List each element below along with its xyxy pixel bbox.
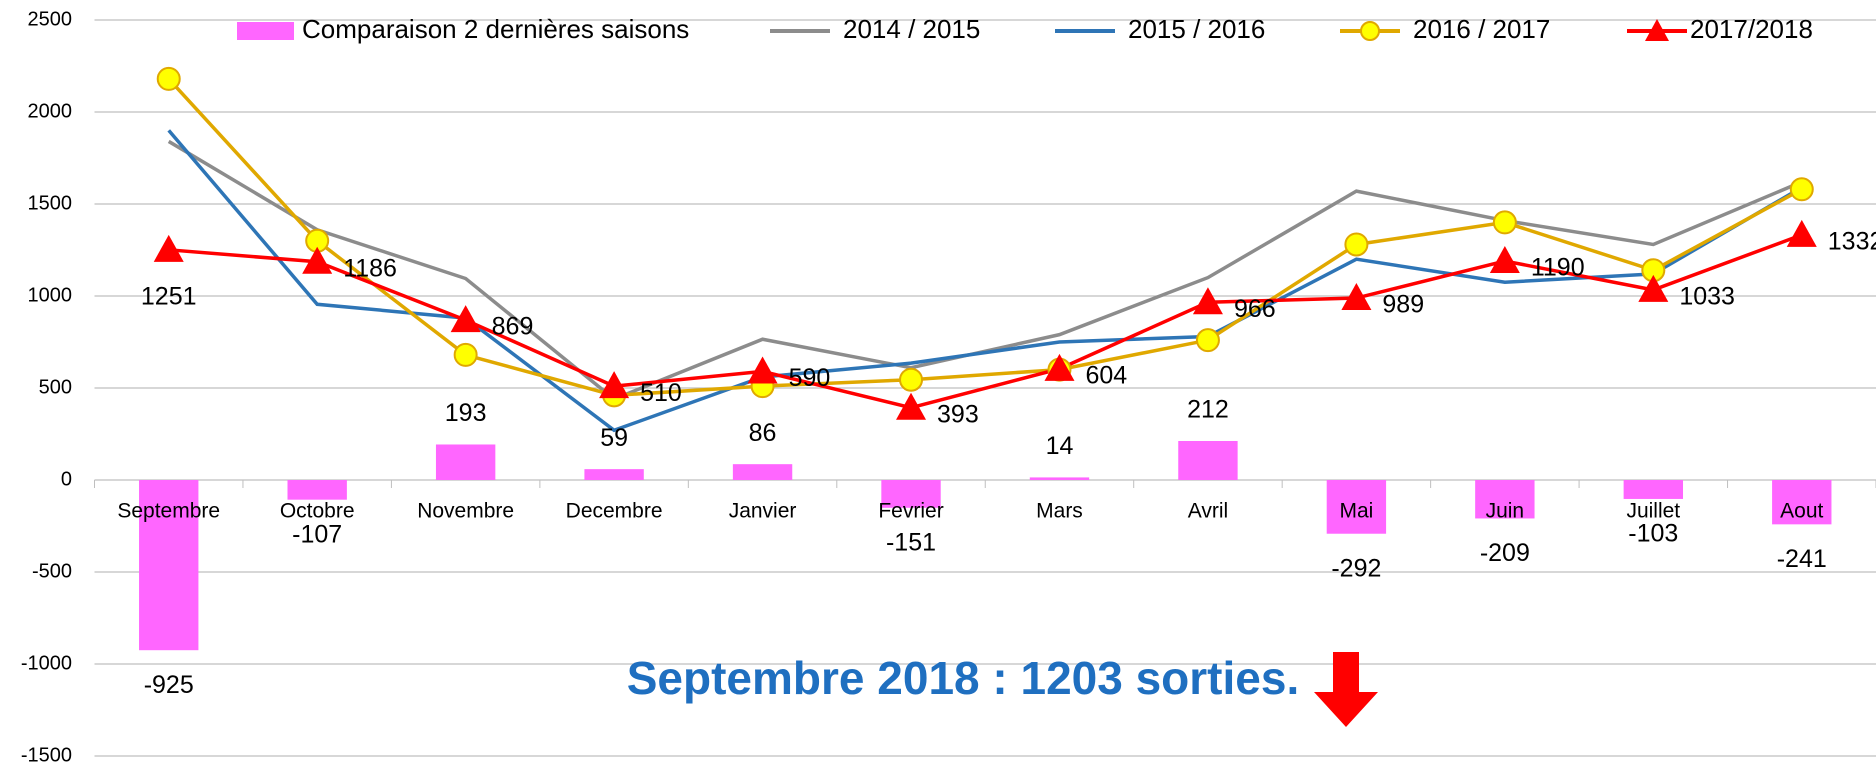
data-label: 966 <box>1234 295 1276 323</box>
data-label: 869 <box>492 313 534 341</box>
y-tick-label: 1500 <box>28 192 73 214</box>
y-tick-label: 2500 <box>28 8 73 30</box>
data-label: 1186 <box>343 254 397 282</box>
y-tick-label: 500 <box>39 376 72 398</box>
bar <box>435 444 496 480</box>
marker <box>450 305 481 333</box>
marker <box>1344 232 1369 257</box>
data-label: 1033 <box>1679 283 1735 311</box>
data-label: 86 <box>749 419 777 447</box>
marker <box>156 66 181 91</box>
y-tick-label: 2000 <box>28 100 73 122</box>
marker <box>1492 210 1517 235</box>
data-label: -103 <box>1628 520 1678 548</box>
data-label: 989 <box>1382 291 1424 319</box>
plot: -1500 -1000 -500 0 500 1000 1500 2000 2500 <box>21 8 1876 766</box>
line <box>167 129 1803 433</box>
marker <box>896 392 927 420</box>
x-tick-label: Novembre <box>417 500 514 523</box>
marker <box>302 246 333 274</box>
data-label: 393 <box>937 400 979 428</box>
line <box>168 233 1803 410</box>
x-tick-label: Avril <box>1188 500 1228 523</box>
x-tick-label: Mai <box>1339 500 1373 523</box>
data-label: 1332 <box>1828 228 1876 256</box>
bar <box>1772 480 1832 525</box>
legend-swatch <box>237 22 294 40</box>
marker <box>1489 246 1520 274</box>
y-tick-label: 1000 <box>28 284 73 306</box>
data-label: -292 <box>1331 554 1381 582</box>
bar <box>287 480 347 500</box>
data-label: 1190 <box>1531 254 1585 282</box>
data-label: -241 <box>1777 545 1827 573</box>
data-label: 14 <box>1046 432 1074 460</box>
marker <box>1195 328 1220 353</box>
data-label: -107 <box>292 520 342 548</box>
marker <box>1638 274 1669 302</box>
data-label: 510 <box>640 379 682 407</box>
bar <box>1623 480 1684 499</box>
marker <box>1192 287 1223 315</box>
bar <box>1326 480 1387 534</box>
x-tick-label: Aout <box>1780 500 1823 523</box>
x-tick-label: Juin <box>1486 500 1525 523</box>
bar <box>584 469 644 480</box>
x-tick-label: Septembre <box>117 500 220 523</box>
data-label: 212 <box>1187 396 1229 424</box>
bar <box>1475 480 1535 519</box>
x-tick-label: Mars <box>1036 500 1083 523</box>
marker <box>1341 283 1372 311</box>
data-label: -209 <box>1480 539 1530 567</box>
legend-marker <box>1645 19 1669 41</box>
marker <box>899 367 924 392</box>
data-label: -151 <box>886 528 936 556</box>
data-label: 604 <box>1085 361 1127 389</box>
legend-label: 2015 / 2016 <box>1128 14 1265 44</box>
legend-marker <box>1360 21 1380 41</box>
overlay: Septembre Octobre Novembre Decembre Janvier F… <box>117 14 1876 699</box>
legend-label: 2017/2018 <box>1690 14 1813 44</box>
bar <box>1178 440 1238 480</box>
data-label: -925 <box>144 671 194 699</box>
marker <box>747 356 778 384</box>
marker <box>1789 177 1814 202</box>
bar <box>1029 477 1090 480</box>
marker <box>453 342 478 367</box>
y-tick-label: -1500 <box>21 744 72 766</box>
data-label: 1251 <box>141 282 197 310</box>
arrow <box>1314 652 1378 727</box>
legend-label: 2016 / 2017 <box>1413 14 1550 44</box>
bar <box>881 480 941 508</box>
data-label: 59 <box>600 424 628 452</box>
x-tick-label: Juillet <box>1626 500 1680 523</box>
marker <box>1786 219 1817 247</box>
marker <box>599 371 630 399</box>
bar <box>732 464 793 480</box>
marker <box>1044 353 1075 381</box>
y-tick-label: -1000 <box>21 652 72 674</box>
bar <box>139 480 199 651</box>
legend-label: 2014 / 2015 <box>843 14 980 44</box>
annotation: Septembre 2018 : 1203 sorties. <box>627 652 1299 704</box>
x-tick-label: Decembre <box>566 500 663 523</box>
y-tick-label: 0 <box>61 468 72 490</box>
data-label: 590 <box>789 364 831 392</box>
x-tick-label: Janvier <box>729 500 797 523</box>
y-tick-label: -500 <box>32 560 72 582</box>
line <box>167 77 1803 398</box>
x-tick-label: Octobre <box>280 500 355 523</box>
data-label: 193 <box>445 399 487 427</box>
legend-label: Comparaison 2 dernières saisons <box>302 14 689 44</box>
x-tick-label: Fevrier <box>878 500 943 523</box>
marker <box>153 234 184 262</box>
